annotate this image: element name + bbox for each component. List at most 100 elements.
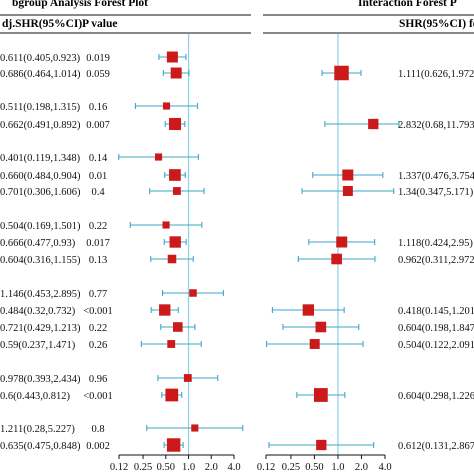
right-estimate-marker [342, 186, 353, 196]
left-estimate-marker [154, 153, 163, 161]
left-row-shr-label: 0.6(0.443,0.812) [0, 391, 70, 402]
right-estimate-marker [331, 253, 342, 265]
left-row-p-value: 0.002 [86, 441, 110, 452]
left-row-shr-label: 0.686(0.464,1.014) [0, 69, 81, 80]
left-x-tick-label: 0.12 [110, 462, 128, 473]
left-row-shr-label: 0.635(0.475,0.848) [0, 441, 81, 452]
left-row-shr-label: 0.660(0.484,0.904) [0, 171, 81, 182]
left-estimate-marker [172, 187, 181, 195]
left-row-p-value: 0.8 [91, 424, 104, 435]
right-x-tick-label: 0.25 [282, 462, 300, 473]
left-row-shr-label: 0.662(0.491,0.892) [0, 120, 81, 131]
left-row-p-value: 0.01 [89, 171, 107, 182]
right-row-shr-label: 1.34(0.347,5.171) [398, 187, 474, 198]
right-row-shr-label: 1.118(0.424,2.95) [398, 238, 473, 249]
right-estimate-marker [316, 439, 327, 451]
right-row-shr-label: 0.612(0.131,2.867) [398, 441, 474, 452]
right-row-shr-label: 0.604(0.198,1.847) [398, 323, 474, 334]
left-row-shr-label: 0.484(0.32,0.732) [0, 306, 76, 317]
left-row-shr-label: 0.59(0.237,1.471) [0, 340, 76, 351]
right-row-shr-label: 1.111(0.626,1.972) [398, 69, 474, 80]
left-row-shr-label: 0.666(0.477,0.93) [0, 238, 76, 249]
left-row-p-value: <0.001 [83, 306, 113, 317]
right-estimate-marker [309, 339, 320, 349]
left-x-tick-label: 1.0 [182, 462, 195, 473]
left-row-p-value: 0.4 [91, 187, 105, 198]
left-estimate-marker [191, 424, 199, 432]
left-x-tick-label: 2.0 [205, 462, 218, 473]
left-row-p-value: 0.96 [89, 374, 107, 385]
left-estimate-marker [159, 304, 171, 316]
right-estimate-marker [334, 65, 349, 81]
left-panel-title: bgroup Analysis Forest Plot [12, 0, 148, 9]
left-row-p-value: 0.017 [86, 238, 110, 249]
left-estimate-marker [166, 51, 178, 63]
left-estimate-marker [169, 169, 181, 181]
right-x-tick-label: 4.0 [378, 462, 391, 473]
left-x-tick-label: 4.0 [227, 462, 240, 473]
right-row-shr-label: 0.962(0.311,2.972) [398, 255, 474, 266]
left-forest-plot: 0.12 0.25 0.50 1.0 2.0 4.0 [110, 34, 244, 473]
left-row-p-value: 0.26 [89, 340, 107, 351]
left-row-shr-label: 0.401(0.119,1.348) [0, 153, 81, 164]
left-row-p-value: 0.13 [89, 255, 107, 266]
left-row-shr-label: 0.978(0.393,2.434) [0, 374, 81, 385]
right-row-shr-label: 0.504(0.122,2.091) [398, 340, 474, 351]
left-x-tick-label: 0.25 [134, 462, 152, 473]
left-estimate-marker [166, 438, 181, 452]
right-x-tick-label: 0.50 [305, 462, 323, 473]
left-row-shr-label: 0.504(0.169,1.501) [0, 221, 81, 232]
left-panel-header: bgroup Analysis Forest Plot dj.SHR(95%CI… [0, 0, 251, 34]
left-row-p-value: 0.22 [89, 323, 107, 334]
left-estimate-marker [165, 388, 179, 402]
left-row-shr-label: 0.701(0.306,1.606) [0, 187, 81, 198]
left-estimate-marker [168, 117, 182, 131]
left-row-labels: 0.611(0.405,0.923) 0.019 0.686(0.464,1.014… [0, 53, 113, 452]
right-row-shr-label: 0.604(0.298,1.226) [398, 391, 474, 402]
right-estimate-marker [336, 236, 348, 248]
left-row-shr-label: 1.211(0.28,5.227) [0, 424, 75, 435]
right-row-labels: 1.111(0.626,1.972) 2.832(0.68,11.793) 1.33… [398, 69, 474, 452]
left-row-p-value: 0.059 [86, 69, 110, 80]
right-row-shr-label: 1.337(0.476,3.754) [398, 171, 474, 182]
left-estimate-marker [169, 236, 181, 248]
right-x-tick-label: 2.0 [355, 462, 368, 473]
left-row-p-value: 0.007 [86, 120, 110, 131]
left-estimate-marker [170, 67, 182, 79]
left-row-shr-label: 0.511(0.198,1.315) [0, 102, 81, 113]
right-estimate-marker [368, 118, 379, 130]
left-estimate-marker [162, 102, 171, 110]
left-estimate-marker [167, 254, 177, 264]
left-col-shr-header: dj.SHR(95%CI) [2, 18, 82, 30]
right-panel-title: Interaction Forest P [358, 0, 457, 9]
right-estimate-marker [302, 304, 315, 316]
right-estimate-marker [313, 388, 328, 402]
left-estimate-marker [189, 289, 197, 297]
right-x-tick-label: 0.12 [257, 462, 275, 473]
right-row-shr-label: 2.832(0.68,11.793) [398, 120, 474, 131]
left-x-tick-label: 0.50 [157, 462, 175, 473]
left-row-p-value: 0.019 [86, 53, 110, 64]
left-estimate-marker [173, 322, 183, 332]
right-estimate-marker [342, 169, 354, 181]
left-row-p-value: 0.14 [89, 153, 108, 164]
right-col-shr-header: SHR(95%CI) fo [399, 18, 474, 30]
left-estimate-marker [183, 374, 192, 382]
left-row-p-value: 0.16 [89, 102, 107, 113]
left-row-shr-label: 0.604(0.316,1.155) [0, 255, 81, 266]
left-row-shr-label: 0.721(0.429,1.213) [0, 323, 81, 334]
left-estimate-marker [162, 221, 170, 229]
left-row-p-value: 0.22 [89, 221, 107, 232]
left-col-p-header: P value [82, 18, 117, 30]
right-estimate-marker [315, 321, 327, 333]
left-estimate-marker [167, 340, 176, 348]
right-panel-header: Interaction Forest P SHR(95%CI) fo [263, 0, 474, 34]
left-row-p-value: <0.001 [83, 391, 113, 402]
right-forest-plot: 0.12 0.25 0.50 1.0 2.0 4.0 [257, 34, 400, 473]
left-row-shr-label: 1.146(0.453,2.895) [0, 289, 81, 300]
left-row-shr-label: 0.611(0.405,0.923) [0, 53, 81, 64]
left-row-p-value: 0.77 [89, 289, 107, 300]
right-x-tick-label: 1.0 [331, 462, 344, 473]
right-row-shr-label: 0.418(0.145,1.201) [398, 306, 474, 317]
